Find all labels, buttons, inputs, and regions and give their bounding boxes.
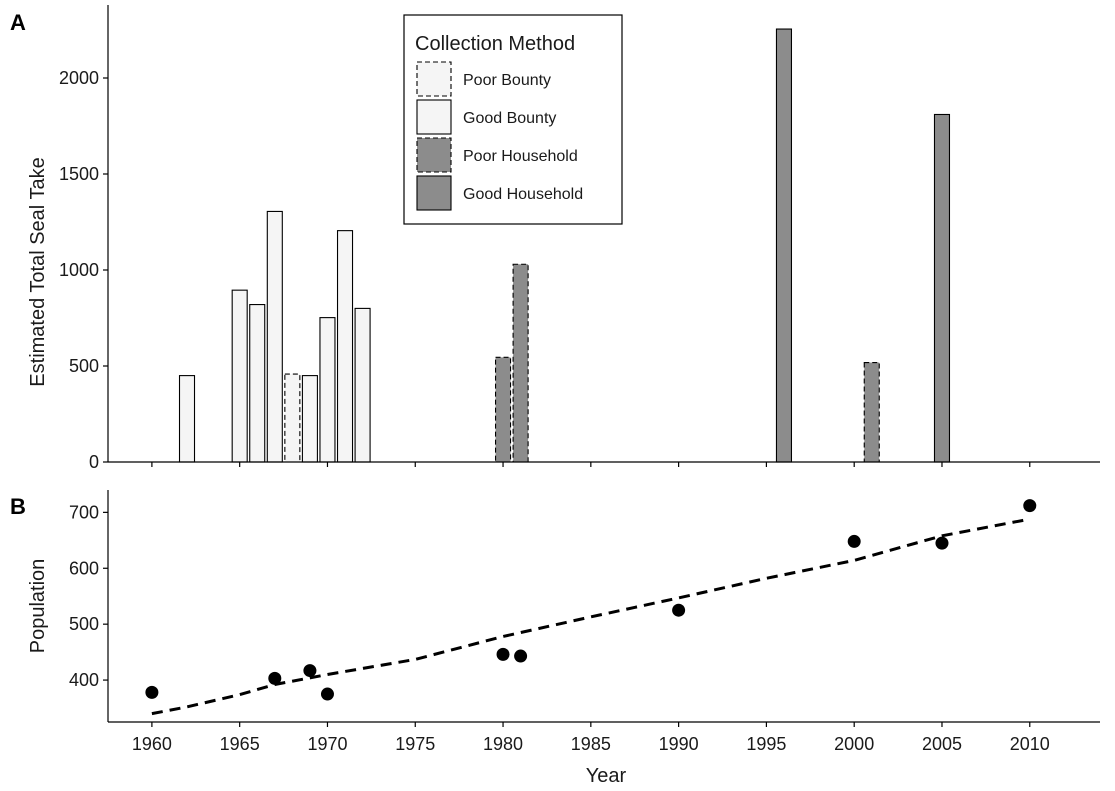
legend-swatch-poor_household <box>416 137 452 173</box>
panel-b-y-tick-label: 500 <box>69 614 99 634</box>
bar-1968 <box>284 373 301 463</box>
bar-1970 <box>319 317 336 463</box>
x-tick-label-1980: 1980 <box>483 734 523 754</box>
trend-line <box>151 517 1031 716</box>
x-tick-label-1990: 1990 <box>659 734 699 754</box>
bar-2001 <box>863 361 880 463</box>
point-1969 <box>303 664 317 678</box>
legend-items: Poor Bounty Good Bounty Poor Household Good… <box>416 61 583 211</box>
x-tick-label-1965: 1965 <box>220 734 260 754</box>
panel-a-y-tick-label: 1000 <box>59 260 99 280</box>
panel-b-y-ticks: 400 500 600 700 <box>69 502 108 690</box>
legend: Collection Method Poor Bounty Good Bounty… <box>403 14 623 225</box>
x-tick-label-1960: 1960 <box>132 734 172 754</box>
panel-b-y-tick-label: 400 <box>69 670 99 690</box>
panel-b-x-ticks: 1960 1965 1970 1975 1980 1985 1990 1995 2000 2005… <box>132 722 1050 754</box>
panel-a-y-axis-title: Estimated Total Seal Take <box>27 157 49 386</box>
bar-1996 <box>775 28 793 463</box>
panel-a-y-ticks: 0 500 1000 1500 2000 <box>59 68 108 472</box>
panel-b-tag: B <box>10 494 26 519</box>
panel-b-axes <box>107 490 1100 723</box>
point-1981 <box>514 649 528 663</box>
legend-swatch-good_bounty <box>416 99 452 135</box>
point-1970 <box>320 687 334 701</box>
point-1980 <box>496 647 510 661</box>
panel-a-y-tick-label: 2000 <box>59 68 99 88</box>
x-tick-label-2000: 2000 <box>834 734 874 754</box>
x-tick-label-1985: 1985 <box>571 734 611 754</box>
point-2005 <box>935 536 949 550</box>
x-tick-label-2010: 2010 <box>1010 734 1050 754</box>
x-tick-label-1975: 1975 <box>395 734 435 754</box>
bar-1962 <box>178 375 196 463</box>
legend-label-poor_household: Poor Household <box>463 148 578 165</box>
panel-b-y-tick-label: 600 <box>69 558 99 578</box>
legend-title: Collection Method <box>415 33 575 55</box>
bar-1980 <box>494 356 512 463</box>
panel-b-points <box>145 499 1037 701</box>
bar-1981 <box>512 263 529 463</box>
legend-swatch-good_household <box>416 175 452 211</box>
x-tick-label-2005: 2005 <box>922 734 962 754</box>
point-2000 <box>847 534 861 548</box>
legend-swatch-poor_bounty <box>416 61 452 97</box>
point-1967 <box>268 671 282 685</box>
point-2010 <box>1023 499 1037 513</box>
bar-1969 <box>301 375 318 463</box>
bar-1971 <box>336 230 354 463</box>
x-tick-label-1970: 1970 <box>307 734 347 754</box>
x-tick-label-1995: 1995 <box>746 734 786 754</box>
legend-label-good_household: Good Household <box>463 186 583 203</box>
x-axis-title: Year <box>586 765 627 787</box>
panel-a-y-tick-label: 500 <box>69 356 99 376</box>
bar-2005 <box>933 113 951 463</box>
bar-1966 <box>249 304 266 463</box>
panel-a-y-tick-label: 0 <box>89 452 99 472</box>
panel-a-axes <box>107 5 1100 467</box>
point-1990 <box>672 603 686 617</box>
panel-b-y-tick-label: 700 <box>69 502 99 522</box>
bar-1972 <box>354 307 371 463</box>
panel-a-tag: A <box>10 10 26 35</box>
panel-b-y-axis-title: Population <box>27 559 49 654</box>
legend-label-good_bounty: Good Bounty <box>463 110 556 127</box>
panel-a: A Estimated Total Seal Take 0 500 1000 1500… <box>10 5 1100 472</box>
bar-1967 <box>266 210 283 463</box>
bar-1965 <box>231 289 248 463</box>
point-1960 <box>145 685 159 699</box>
legend-label-poor_bounty: Poor Bounty <box>463 72 551 89</box>
panel-a-y-tick-label: 1500 <box>59 164 99 184</box>
